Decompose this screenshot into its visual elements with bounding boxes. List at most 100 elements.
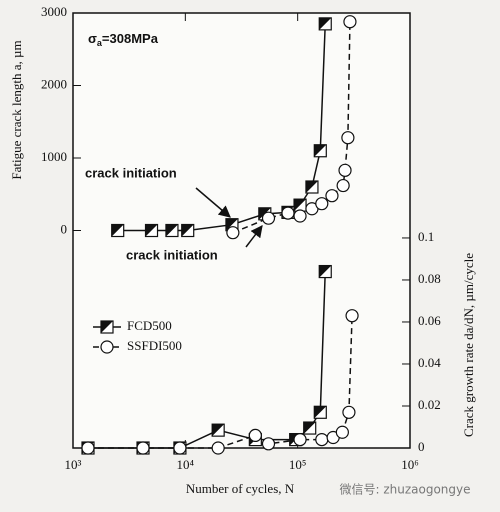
marker-fill xyxy=(305,181,318,193)
data-point xyxy=(342,405,356,419)
data-point xyxy=(226,226,240,240)
marker-circle xyxy=(342,405,356,419)
data-point xyxy=(173,441,187,455)
marker-fill xyxy=(314,406,327,419)
x-tick-label: 10⁵ xyxy=(289,457,307,472)
data-point xyxy=(345,309,359,323)
marker-fill xyxy=(303,422,316,435)
marker-circle xyxy=(136,441,150,455)
data-point xyxy=(341,131,355,145)
data-point xyxy=(343,15,357,29)
initiation-label: crack initiation xyxy=(126,247,218,262)
marker-circle xyxy=(341,131,355,145)
y-tick-label: 1000 xyxy=(41,149,67,164)
marker-circle xyxy=(226,226,240,240)
stress-subscript: a xyxy=(97,38,103,48)
data-point xyxy=(315,432,329,447)
data-point xyxy=(261,211,276,225)
stress-value: =308MPa xyxy=(102,31,159,46)
data-point xyxy=(335,425,349,439)
y2-tick-label: 0.02 xyxy=(418,397,441,412)
x-tick-label: 10⁴ xyxy=(177,457,195,472)
y-axis-label: Fatigue crack length a, µm xyxy=(9,40,24,179)
data-point xyxy=(293,198,307,212)
stress-symbol: σ xyxy=(88,31,97,46)
data-point xyxy=(281,206,295,220)
marker-fill xyxy=(319,265,332,278)
data-point xyxy=(181,223,195,238)
data-point xyxy=(325,189,339,203)
marker-circle xyxy=(315,432,329,447)
data-point xyxy=(100,320,114,334)
marker-fill xyxy=(111,224,124,237)
x-tick-label: 10³ xyxy=(65,457,82,472)
y2-tick-label: 0.1 xyxy=(418,229,434,244)
data-point xyxy=(165,223,179,238)
data-point xyxy=(313,405,327,419)
data-point xyxy=(305,180,319,194)
data-point xyxy=(261,437,276,451)
marker-circle xyxy=(293,209,307,223)
marker-circle xyxy=(261,211,276,225)
marker-circle xyxy=(345,309,359,323)
arrow xyxy=(245,225,263,248)
data-point xyxy=(318,17,332,31)
marker-fill xyxy=(294,199,307,212)
marker-circle xyxy=(100,340,114,354)
marker-circle xyxy=(248,428,262,442)
marker-circle xyxy=(293,432,307,447)
data-point xyxy=(318,264,332,279)
marker-fill xyxy=(145,224,158,237)
y-tick-label: 0 xyxy=(61,221,68,236)
marker-circle xyxy=(261,437,276,451)
arrow xyxy=(195,187,231,218)
y2-tick-label: 0.08 xyxy=(418,271,441,286)
y2-tick-label: 0.04 xyxy=(418,355,441,370)
data-point xyxy=(211,441,225,455)
marker-fill xyxy=(181,224,194,237)
y-tick-label: 3000 xyxy=(41,4,67,19)
data-point xyxy=(211,423,225,437)
series-line xyxy=(232,21,351,234)
marker-fill xyxy=(212,424,225,437)
marker-circle xyxy=(81,441,95,455)
data-point xyxy=(81,441,95,455)
y2-tick-label: 0 xyxy=(418,439,425,454)
data-point xyxy=(293,209,307,223)
initiation-label: crack initiation xyxy=(85,165,177,180)
marker-circle xyxy=(315,197,329,211)
y-tick-label: 2000 xyxy=(41,76,67,91)
y2-axis-label: Crack growth rate da/dN, µm/cycle xyxy=(461,253,476,437)
marker-circle xyxy=(281,206,295,220)
marker-fill xyxy=(314,144,327,157)
marker-fill xyxy=(101,321,113,333)
x-tick-label: 10⁶ xyxy=(401,457,419,472)
data-point xyxy=(338,163,352,177)
legend-label: FCD500 xyxy=(127,318,172,333)
marker-circle xyxy=(325,189,339,203)
marker-circle xyxy=(173,441,187,455)
data-point xyxy=(111,223,125,238)
marker-circle xyxy=(343,15,357,29)
y2-tick-label: 0.06 xyxy=(418,313,441,328)
marker-fill xyxy=(319,17,332,30)
data-point xyxy=(144,223,159,238)
marker-circle xyxy=(335,425,349,439)
watermark: 微信号: zhuzaogongye xyxy=(339,483,470,497)
data-point xyxy=(315,197,329,211)
data-point xyxy=(100,340,114,354)
data-point xyxy=(136,441,150,455)
data-point xyxy=(303,421,317,435)
marker-fill xyxy=(165,224,178,237)
data-point xyxy=(336,178,350,193)
data-point xyxy=(248,428,262,442)
stress-annotation: σa=308MPa xyxy=(88,31,159,48)
x-axis-label: Number of cycles, N xyxy=(186,481,295,496)
data-point xyxy=(313,144,327,158)
marker-circle xyxy=(336,178,350,193)
marker-circle xyxy=(211,441,225,455)
data-point xyxy=(293,432,307,447)
legend-label: SSFDI500 xyxy=(127,338,182,353)
